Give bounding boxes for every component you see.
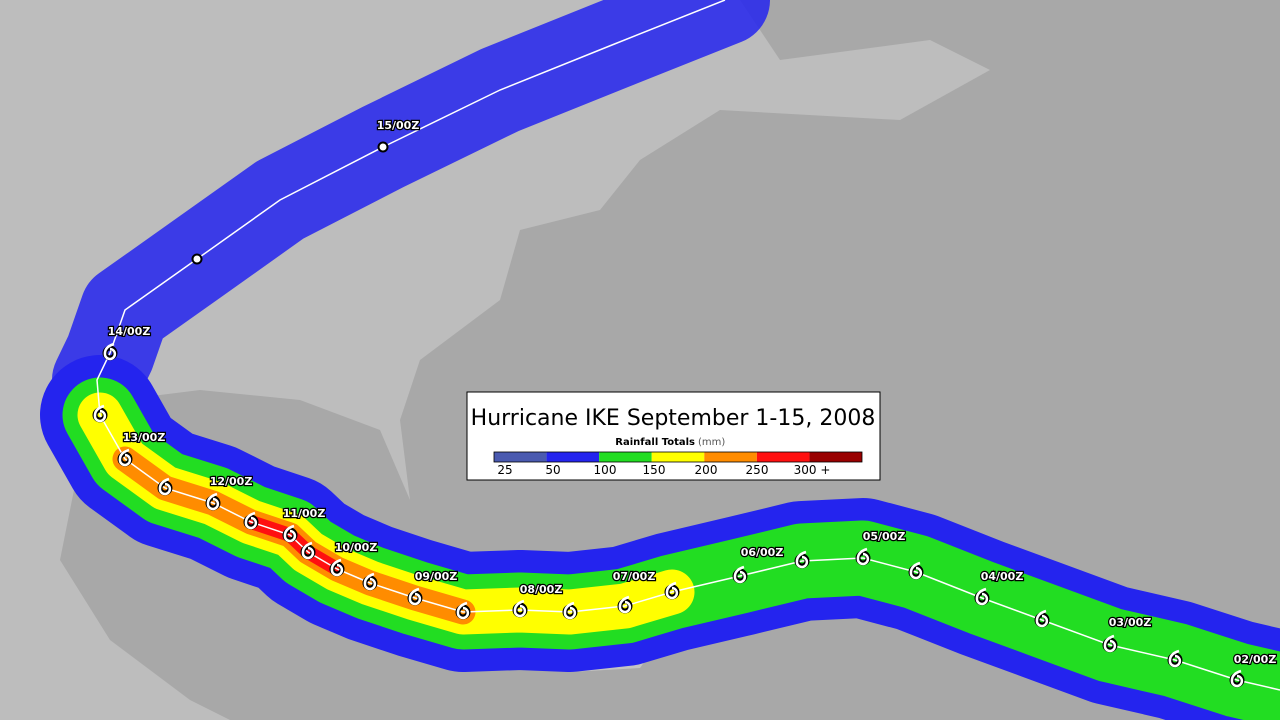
legend: Hurricane IKE September 1-15, 2008 Rainf…: [466, 391, 881, 481]
legend-tick-label: 25: [497, 463, 512, 477]
legend-label: Rainfall Totals: [615, 437, 695, 448]
track-label: 09/00Z: [415, 570, 458, 583]
storm-symbol: [975, 587, 989, 606]
storm-symbol: [1035, 609, 1049, 628]
track-label: 06/00Z: [741, 546, 784, 559]
track-label: 11/00Z: [283, 507, 326, 520]
storm-symbol: [158, 477, 172, 496]
legend-tick-label: 300 +: [794, 463, 831, 477]
track-label: 12/00Z: [210, 475, 253, 488]
color-bar-segment: [809, 452, 862, 462]
track-label: 07/00Z: [613, 570, 656, 583]
storm-symbol: [408, 587, 422, 606]
track-label: 04/00Z: [981, 570, 1024, 583]
storm-symbol: [456, 601, 470, 620]
legend-box: [466, 391, 881, 481]
color-bar-frame: [493, 451, 863, 463]
track-label: 03/00Z: [1109, 616, 1152, 629]
track-point: [377, 141, 389, 153]
legend-tick-label: 100: [594, 463, 617, 477]
storm-symbol: [665, 581, 679, 600]
color-bar-segment: [599, 452, 652, 462]
storm-symbol: [563, 601, 577, 620]
track-label: 13/00Z: [123, 431, 166, 444]
color-bar-segment: [704, 452, 757, 462]
storm-symbol: [206, 492, 220, 511]
storm-symbol: [1103, 634, 1117, 653]
legend-title: Hurricane IKE September 1-15, 2008: [471, 406, 876, 431]
track-label: 08/00Z: [520, 583, 563, 596]
storm-symbol: [301, 541, 315, 560]
storm-symbol: [733, 565, 747, 584]
color-bar-segment: [494, 452, 547, 462]
storm-symbol: [363, 572, 377, 591]
color-bar-segment: [756, 452, 810, 462]
storm-symbol: [856, 547, 870, 566]
legend-tick-label: 200: [695, 463, 718, 477]
track-label: 02/00Z: [1234, 653, 1277, 666]
legend-tick-label: 150: [643, 463, 666, 477]
track-point: [191, 253, 203, 265]
color-bar-segment: [546, 452, 600, 462]
storm-symbol: [618, 595, 632, 614]
track-label: 15/00Z: [377, 119, 420, 132]
storm-symbol: [1230, 669, 1244, 688]
legend-unit: (mm): [698, 437, 725, 448]
track-label: 10/00Z: [335, 541, 378, 554]
track: 02/00Z 03/00Z 04/00Z 05/00Z 06/00Z 07/00Z 08/0…: [92, 0, 1280, 691]
storm-symbol: [93, 404, 107, 423]
storm-symbol: [1168, 649, 1182, 668]
storm-symbol: [103, 342, 117, 361]
legend-tick-label: 50: [545, 463, 560, 477]
storm-symbol: [513, 599, 527, 618]
track-line: [96, 0, 1280, 691]
color-bar-segment: [651, 452, 705, 462]
storm-symbol: [283, 524, 297, 543]
storm-symbol: [118, 448, 132, 467]
track-label: 05/00Z: [863, 530, 906, 543]
storm-symbol: [909, 561, 923, 580]
legend-tick-label: 250: [746, 463, 769, 477]
storm-symbol: [795, 550, 809, 569]
track-label: 14/00Z: [108, 325, 151, 338]
storm-symbol: [330, 558, 344, 577]
storm-symbol: [244, 511, 258, 530]
color-bar: 25 50 100 150 200 250 300 +: [493, 451, 863, 477]
